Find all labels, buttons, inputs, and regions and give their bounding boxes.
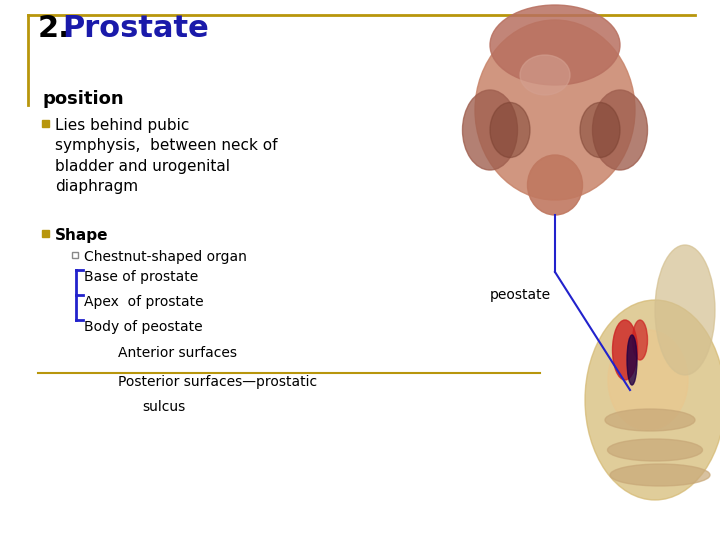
Text: sulcus: sulcus: [142, 400, 185, 414]
Ellipse shape: [490, 5, 620, 85]
Ellipse shape: [475, 20, 635, 200]
Text: Prostate: Prostate: [62, 14, 209, 43]
Bar: [72, 252, 78, 258]
Text: Body of peostate: Body of peostate: [84, 320, 202, 334]
Ellipse shape: [490, 103, 530, 158]
Text: peostate: peostate: [490, 288, 551, 302]
Ellipse shape: [462, 90, 518, 170]
Ellipse shape: [613, 320, 637, 380]
Ellipse shape: [655, 245, 715, 375]
Bar: [42, 120, 49, 127]
Ellipse shape: [585, 300, 720, 500]
Ellipse shape: [593, 90, 647, 170]
Ellipse shape: [608, 330, 688, 430]
Text: Posterior surfaces—prostatic: Posterior surfaces—prostatic: [118, 375, 317, 389]
Text: position: position: [42, 90, 124, 108]
Text: Shape: Shape: [55, 228, 109, 243]
Text: Anterior surfaces: Anterior surfaces: [118, 346, 237, 360]
Text: Lies behind pubic
symphysis,  between neck of
bladder and urogenital
diaphragm: Lies behind pubic symphysis, between nec…: [55, 118, 277, 194]
Text: Base of prostate: Base of prostate: [84, 270, 198, 284]
Text: 2.: 2.: [38, 14, 71, 43]
Ellipse shape: [610, 464, 710, 486]
Ellipse shape: [528, 155, 582, 215]
Ellipse shape: [520, 55, 570, 95]
Text: Apex  of prostate: Apex of prostate: [84, 295, 204, 309]
Ellipse shape: [605, 409, 695, 431]
Text: Chestnut-shaped organ: Chestnut-shaped organ: [84, 250, 247, 264]
Ellipse shape: [627, 335, 637, 385]
Ellipse shape: [580, 103, 620, 158]
Bar: [42, 230, 49, 237]
Ellipse shape: [608, 439, 703, 461]
Ellipse shape: [632, 320, 647, 360]
